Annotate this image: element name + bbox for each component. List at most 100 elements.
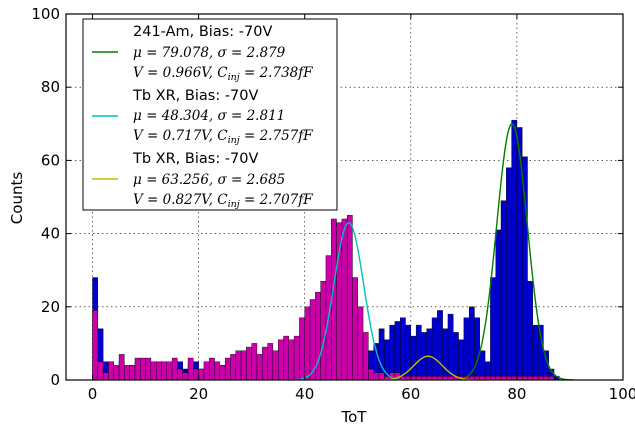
bar-0-68 bbox=[453, 332, 459, 381]
bar-1-18 bbox=[187, 357, 194, 381]
fit-curve-1 bbox=[289, 221, 409, 381]
bar-1-35 bbox=[277, 339, 284, 381]
bar-1-31 bbox=[256, 354, 263, 381]
x-tick-label-1: 20 bbox=[189, 385, 208, 403]
legend: 241-Am, Bias: -70V μ = 79.078, σ = 2.879… bbox=[82, 18, 338, 211]
legend-voltage-am241-tail: = 2.738fF bbox=[240, 65, 314, 81]
x-tick-label-4: 80 bbox=[507, 385, 526, 403]
bar-0-77 bbox=[500, 200, 507, 381]
bar-1-26 bbox=[230, 354, 236, 381]
bar-1-34 bbox=[272, 350, 279, 381]
bar-1-5 bbox=[118, 354, 125, 381]
bar-0-61 bbox=[415, 324, 422, 381]
y-tick-label-3: 60 bbox=[41, 151, 60, 169]
legend-title-tbxr-2: Tb XR, Bias: -70V bbox=[132, 151, 258, 167]
bar-1-17 bbox=[182, 372, 189, 381]
gaussian-fit-curves bbox=[289, 122, 574, 381]
bar-1-29 bbox=[246, 346, 252, 381]
bar-1-19 bbox=[193, 368, 199, 381]
bar-1-48 bbox=[346, 215, 353, 381]
legend-voltage-tbxr-1-main: V = 0.717V, C bbox=[133, 128, 228, 144]
legend-fit-params-tbxr-2: μ = 63.256, σ = 2.685 bbox=[133, 172, 285, 188]
y-axis-label: Counts bbox=[8, 172, 26, 225]
bar-1-21 bbox=[203, 361, 210, 381]
legend-voltage-tbxr-2-tail: = 2.707fF bbox=[240, 192, 314, 208]
legend-voltage-tbxr-1-tail: = 2.757fF bbox=[240, 128, 314, 144]
bar-1-13 bbox=[161, 361, 167, 381]
bar-0-58 bbox=[400, 317, 406, 381]
bar-1-2 bbox=[102, 372, 109, 381]
bar-1-14 bbox=[166, 361, 173, 381]
legend-voltage-am241-sub: inj bbox=[228, 72, 240, 83]
bar-0-73 bbox=[479, 350, 486, 381]
y-tick-label-5: 100 bbox=[31, 5, 60, 23]
bar-0-54 bbox=[378, 328, 385, 381]
bar-1-3 bbox=[108, 361, 114, 381]
bar-1-49 bbox=[352, 277, 358, 381]
x-tick-label-5: 100 bbox=[609, 385, 635, 403]
histogram-bars bbox=[92, 119, 560, 381]
axis-ticks: 0 20 40 60 80 100 0 20 40 60 80 100 bbox=[31, 5, 635, 403]
bar-1-32 bbox=[262, 346, 268, 381]
bar-0-76 bbox=[495, 229, 502, 381]
y-tick-label-0: 0 bbox=[50, 371, 60, 389]
bar-0-82 bbox=[527, 280, 534, 381]
bar-0-70 bbox=[463, 317, 470, 381]
legend-title-tbxr-1: Tb XR, Bias: -70V bbox=[132, 88, 258, 104]
legend-fit-params-am241: μ = 79.078, σ = 2.879 bbox=[133, 45, 286, 61]
bar-1-0 bbox=[92, 310, 99, 381]
x-axis-label: ToT bbox=[341, 408, 368, 426]
bar-0-65 bbox=[437, 310, 443, 381]
bar-0-78 bbox=[506, 167, 512, 381]
bar-1-53 bbox=[373, 372, 380, 381]
bar-0-57 bbox=[394, 321, 401, 381]
bar-1-24 bbox=[219, 365, 226, 381]
plot-frame bbox=[65, 13, 624, 381]
bar-1-23 bbox=[214, 361, 221, 381]
x-tick-label-3: 60 bbox=[401, 385, 420, 403]
bar-1-10 bbox=[145, 357, 152, 381]
bar-1-16 bbox=[177, 368, 183, 381]
legend-voltage-tbxr-1: V = 0.717V, Cinj = 2.757fF bbox=[133, 128, 313, 146]
bar-1-38 bbox=[293, 335, 300, 381]
fit-curve-2 bbox=[371, 355, 486, 381]
bar-0-56 bbox=[389, 324, 396, 381]
bar-0-64 bbox=[431, 317, 438, 381]
bar-1-28 bbox=[240, 350, 247, 381]
bar-1-51 bbox=[362, 332, 369, 381]
bar-1-50 bbox=[357, 306, 364, 381]
legend-fit-params-tbxr-1: μ = 48.304, σ = 2.811 bbox=[133, 108, 285, 124]
bar-1-11 bbox=[150, 361, 157, 381]
bar-1-20 bbox=[198, 368, 205, 381]
bar-1-9 bbox=[140, 357, 146, 381]
bar-1-22 bbox=[209, 357, 215, 381]
bar-1-37 bbox=[288, 339, 295, 381]
bar-0-63 bbox=[426, 328, 433, 381]
legend-voltage-tbxr-1-sub: inj bbox=[228, 135, 240, 146]
bar-1-8 bbox=[134, 357, 141, 381]
bar-1-47 bbox=[341, 218, 348, 381]
bar-1-25 bbox=[224, 357, 231, 381]
legend-voltage-am241-main: V = 0.966V, C bbox=[133, 65, 228, 81]
bar-0-75 bbox=[490, 277, 496, 381]
bar-1-46 bbox=[336, 222, 343, 381]
bar-1-40 bbox=[304, 306, 311, 381]
bar-0-67 bbox=[447, 313, 454, 381]
bar-0-81 bbox=[522, 156, 528, 381]
bar-1-33 bbox=[267, 343, 274, 381]
x-tick-label-2: 40 bbox=[295, 385, 314, 403]
legend-voltage-tbxr-2: V = 0.827V, Cinj = 2.707fF bbox=[133, 192, 313, 210]
legend-voltage-tbxr-2-sub: inj bbox=[228, 199, 240, 210]
bar-1-39 bbox=[299, 317, 305, 381]
y-tick-label-4: 80 bbox=[41, 78, 60, 96]
bar-0-69 bbox=[458, 339, 465, 381]
bar-1-27 bbox=[235, 350, 242, 381]
bar-1-30 bbox=[251, 343, 258, 381]
bar-0-60 bbox=[410, 335, 417, 381]
bar-0-72 bbox=[474, 317, 480, 381]
legend-title-am241: 241-Am, Bias: -70V bbox=[133, 24, 272, 40]
bar-1-7 bbox=[129, 365, 136, 381]
fit-curve-0 bbox=[450, 122, 574, 381]
bar-1-1 bbox=[97, 361, 104, 381]
